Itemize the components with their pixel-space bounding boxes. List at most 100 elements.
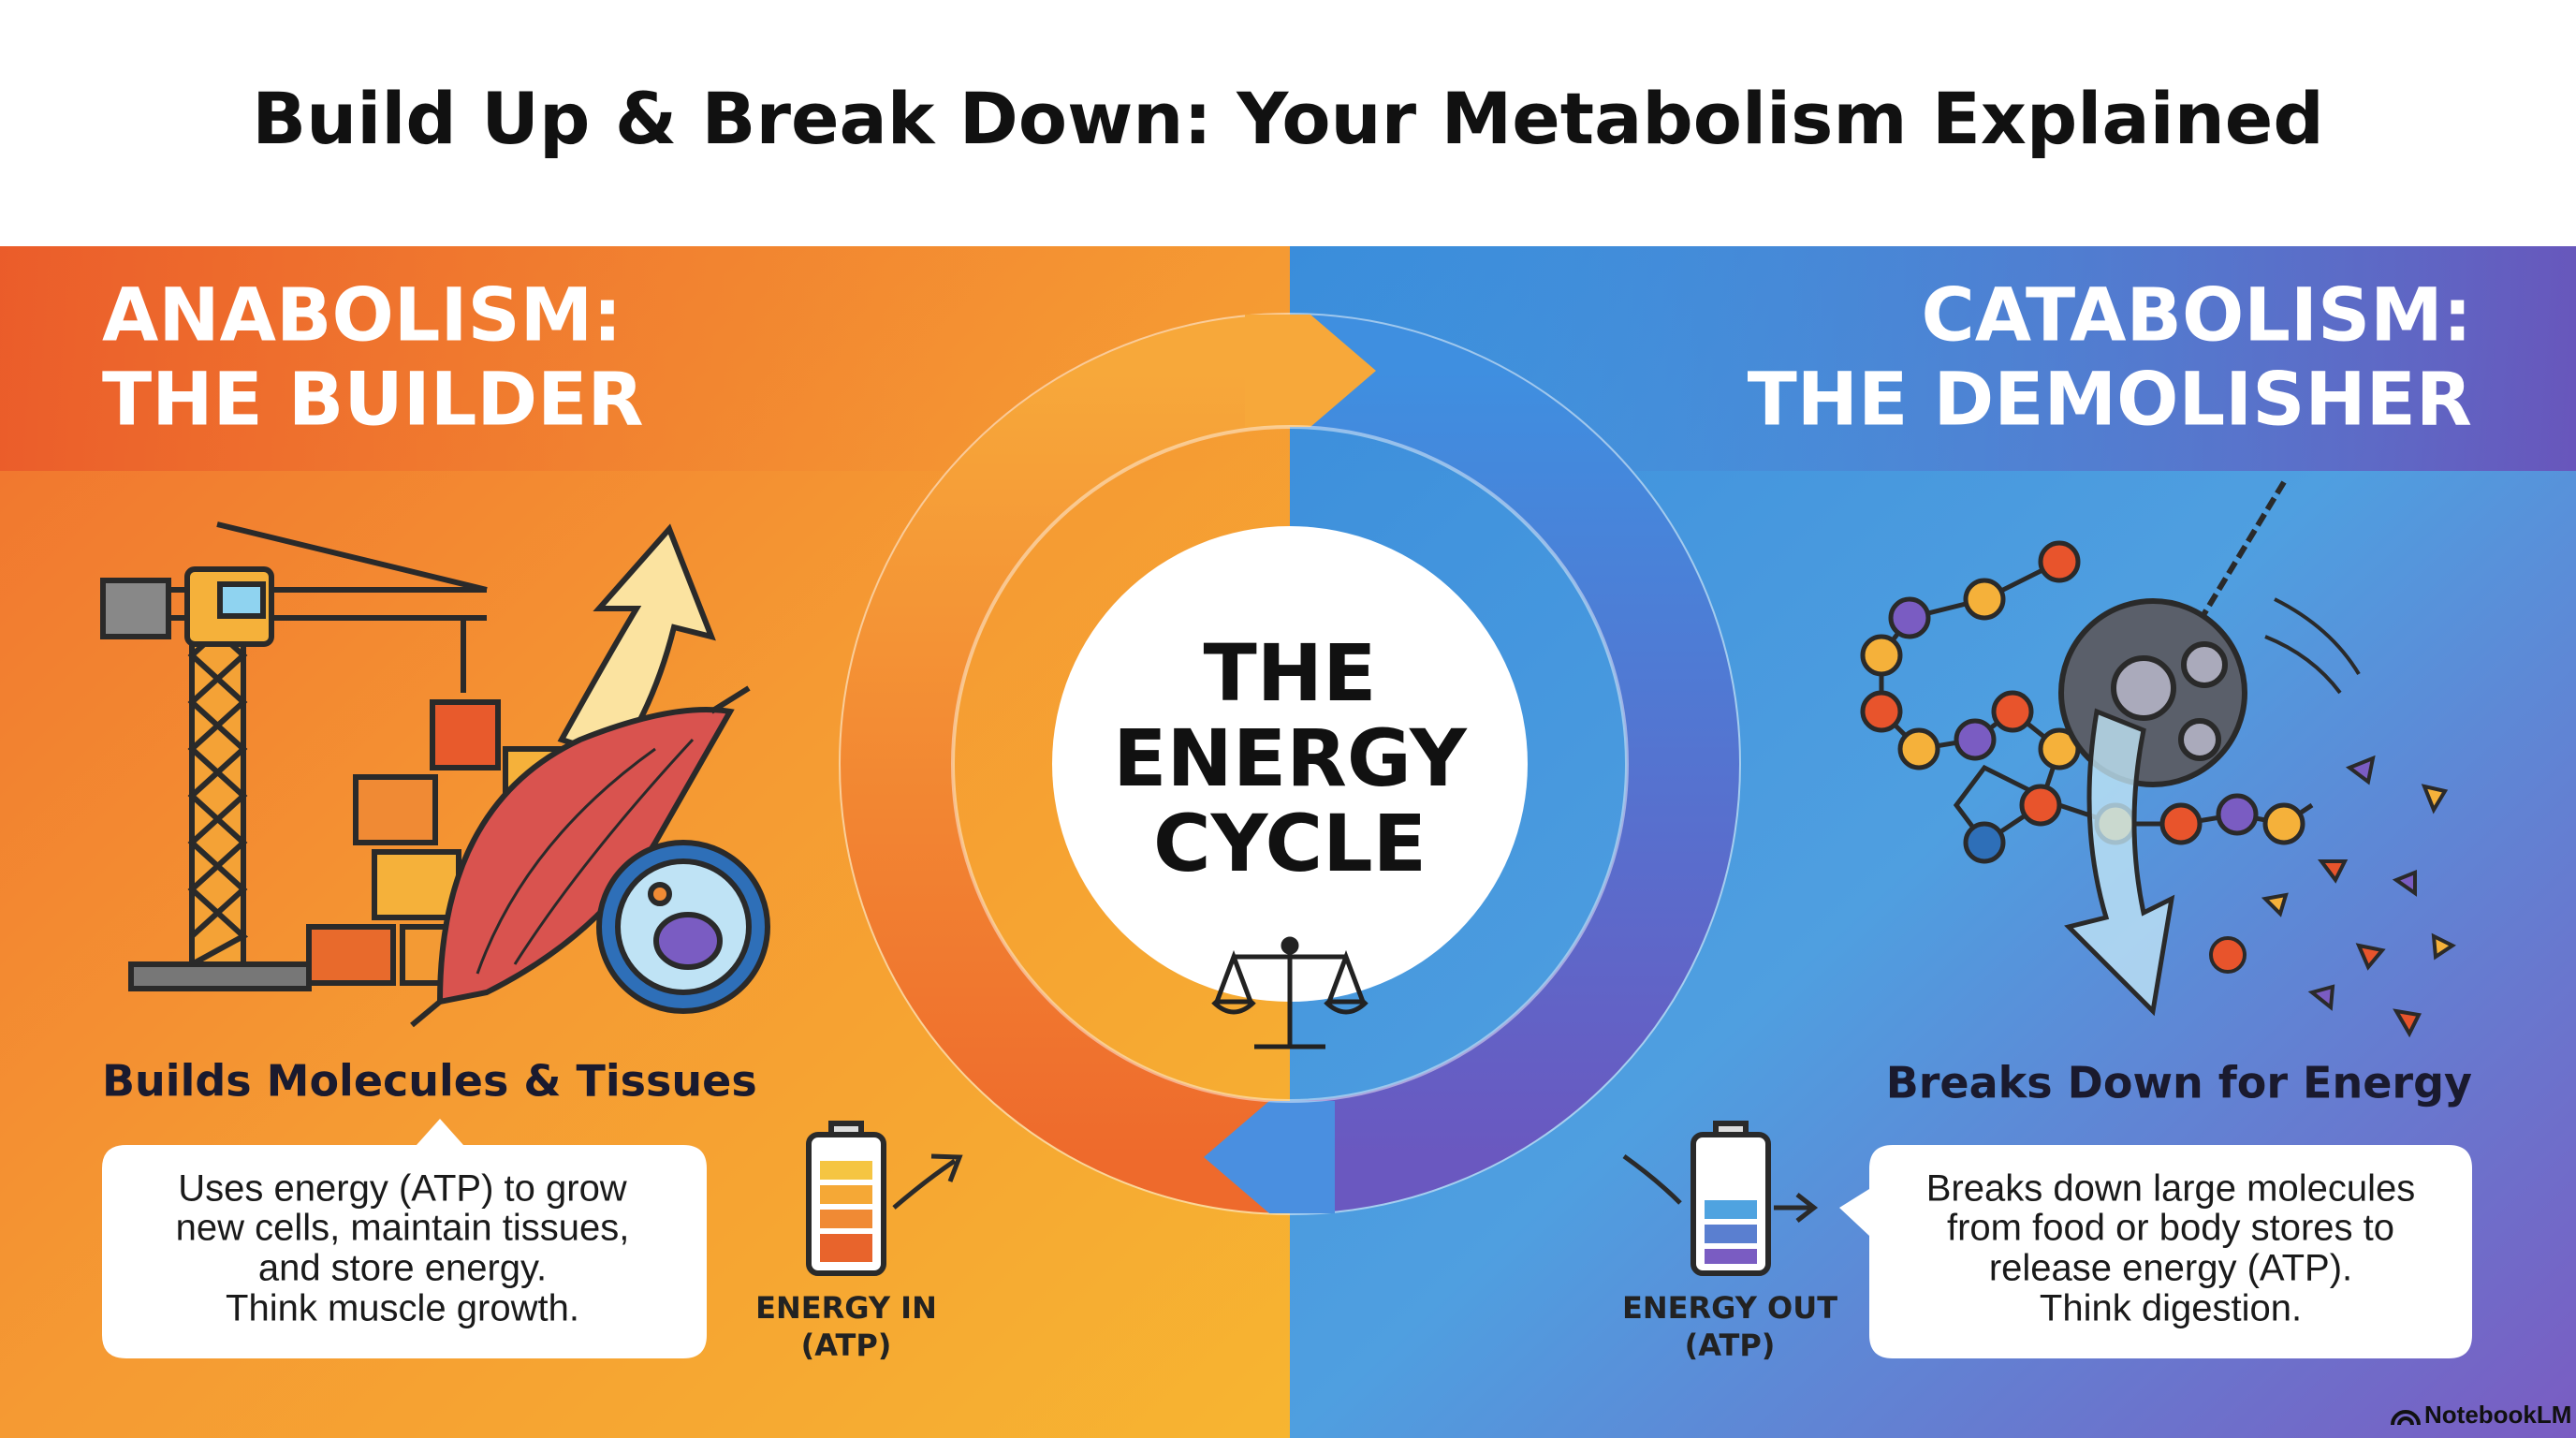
crane-illustration-part	[128, 961, 312, 991]
battery-out	[1622, 1121, 1819, 1276]
crane-illustration-part	[430, 699, 501, 770]
left-description: Uses energy (ATP) to grow	[178, 1168, 627, 1210]
fragments-part	[2345, 755, 2376, 785]
right-description: Breaks down large molecules	[1926, 1168, 2415, 1210]
battery-out-part	[1622, 1153, 1682, 1205]
fragments	[2209, 755, 2456, 1038]
molecule-chain-part	[1860, 634, 1903, 677]
crane-illustration-part	[353, 774, 438, 845]
right-subtitle: Breaks Down for Energy	[1886, 1058, 2472, 1108]
energy-in-label: ENERGY IN	[755, 1290, 937, 1326]
fragments-part	[2318, 859, 2349, 884]
center-label: CYCLE	[1153, 798, 1427, 889]
muscle-illustration-part	[513, 738, 695, 965]
right-callout-part	[1839, 1145, 2472, 1358]
molecule-chain-part	[1954, 718, 1997, 761]
muscle-illustration-part	[476, 747, 656, 975]
energy-out-label: (ATP)	[1685, 1328, 1776, 1363]
energy-out-label: ENERGY OUT	[1622, 1290, 1837, 1326]
right-heading: CATABOLISM:	[1921, 273, 2472, 358]
energy-cycle-ring-part	[951, 425, 1629, 1103]
molecule-chain-part	[2038, 540, 2081, 583]
battery-in-part	[820, 1210, 872, 1228]
fragments-part	[2209, 936, 2247, 974]
molecule-chain-part	[1897, 727, 1940, 770]
wrecking-ball-part	[2111, 655, 2176, 721]
right-description: Think digestion.	[2040, 1288, 2302, 1329]
fragments-part	[2392, 870, 2417, 897]
right-description: from food or body stores to	[1947, 1208, 2394, 1249]
right-description: release energy (ATP).	[1989, 1248, 2352, 1289]
right-callout	[1839, 1145, 2472, 1358]
left-subtitle: Builds Molecules & Tissues	[102, 1056, 757, 1107]
crane-illustration-part	[216, 521, 488, 593]
muscle-illustration-part	[410, 999, 442, 1028]
balance-scale-icon-part	[1211, 1000, 1256, 1015]
crane-illustration-part	[187, 606, 249, 967]
molecule-chain-part	[1991, 690, 2034, 733]
left-heading: ANABOLISM:	[102, 273, 622, 358]
energy-in-label: (ATP)	[801, 1328, 892, 1363]
fragments-part	[2355, 943, 2386, 971]
battery-in	[806, 1121, 963, 1276]
energy-cycle-ring	[839, 313, 1741, 1215]
breakdown-arrow-part	[2064, 708, 2175, 1017]
battery-in-part	[892, 1153, 963, 1210]
brand-icon	[2391, 1410, 2421, 1426]
left-callout	[102, 1119, 707, 1358]
balance-scale-icon	[1211, 936, 1368, 1049]
fragments-part	[2261, 892, 2289, 917]
crane-illustration	[100, 521, 583, 991]
balance-scale-icon-part	[1281, 936, 1299, 955]
balance-scale-icon-part	[1213, 949, 1254, 1005]
fragments-part	[2431, 932, 2456, 961]
left-description: Think muscle growth.	[226, 1288, 579, 1329]
energy-cycle-ring-part	[1052, 526, 1528, 1002]
molecule-chain-part	[1963, 578, 2006, 621]
brand-icon-part	[2391, 1410, 2421, 1426]
battery-in-part	[820, 1234, 872, 1262]
wrecking-ball-part	[2188, 480, 2287, 638]
energy-cycle-ring-part	[1245, 315, 1376, 427]
fragments-part	[2393, 1008, 2422, 1038]
left-heading: THE BUILDER	[102, 358, 644, 442]
molecule-chain-part	[2019, 784, 2062, 827]
balance-scale-icon-part	[1325, 949, 1367, 1005]
molecule-chain-part	[1888, 596, 1931, 639]
crane-illustration-part	[372, 849, 461, 920]
energy-cycle-ring-part	[1204, 1101, 1335, 1213]
wrecking-ball-part	[2264, 597, 2361, 695]
battery-out-part	[1705, 1249, 1757, 1264]
left-description: new cells, maintain tissues,	[176, 1208, 630, 1249]
right-heading: THE DEMOLISHER	[1748, 358, 2472, 442]
brand-icon-part	[2397, 1416, 2414, 1426]
cell-illustration-part	[648, 882, 672, 906]
crane-illustration-part	[217, 581, 266, 619]
energy-cycle-ring-part	[841, 315, 1291, 1213]
title: Build Up & Break Down: Your Metabolism E…	[252, 77, 2324, 160]
energy-cycle-ring-part	[1289, 315, 1739, 1213]
cell-illustration	[596, 840, 770, 1014]
molecule-chain-part	[1963, 821, 2006, 864]
battery-out-part	[1705, 1200, 1757, 1219]
crane-illustration-part	[187, 606, 248, 939]
left-callout-part	[102, 1119, 707, 1358]
battery-out-part	[1705, 1225, 1757, 1243]
brand: NotebookLM	[2424, 1401, 2571, 1429]
fragments-part	[2421, 784, 2449, 814]
center-label: ENERGY	[1113, 712, 1468, 804]
molecule-chain-part	[2159, 802, 2203, 845]
battery-in-part	[820, 1161, 872, 1180]
battery-out-part	[1774, 1193, 1819, 1223]
breakdown-arrow	[2064, 708, 2175, 1017]
left-description: and store energy.	[258, 1248, 547, 1289]
muscle-illustration-part	[710, 685, 751, 714]
crane-illustration-part	[306, 924, 396, 986]
molecule-chain-part	[2216, 793, 2259, 836]
center-label: THE	[1204, 627, 1377, 719]
muscle-illustration	[410, 685, 751, 1028]
molecule-chain-part	[2262, 802, 2305, 845]
balance-scale-icon-part	[1324, 1000, 1368, 1015]
